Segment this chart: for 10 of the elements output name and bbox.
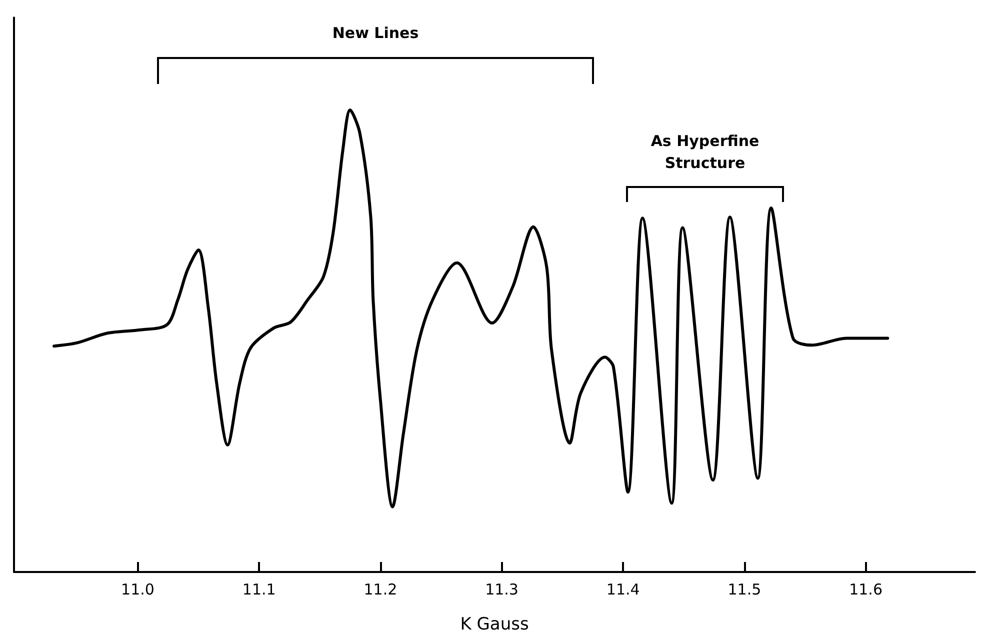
x-tick-label: 11.5 bbox=[728, 580, 762, 598]
x-tick-label: 11.2 bbox=[364, 580, 398, 598]
x-tick-label: 11.6 bbox=[849, 580, 882, 598]
x-tick-label: 11.3 bbox=[485, 580, 518, 598]
x-tick-label: 11.1 bbox=[242, 580, 276, 598]
annotation: As Hyperfine Structure bbox=[650, 131, 760, 174]
x-tick-label: 11.0 bbox=[121, 580, 154, 598]
x-tick-label: 11.4 bbox=[606, 580, 640, 598]
x-axis-title: K Gauss bbox=[460, 614, 529, 634]
text: New Lines bbox=[331, 23, 420, 44]
